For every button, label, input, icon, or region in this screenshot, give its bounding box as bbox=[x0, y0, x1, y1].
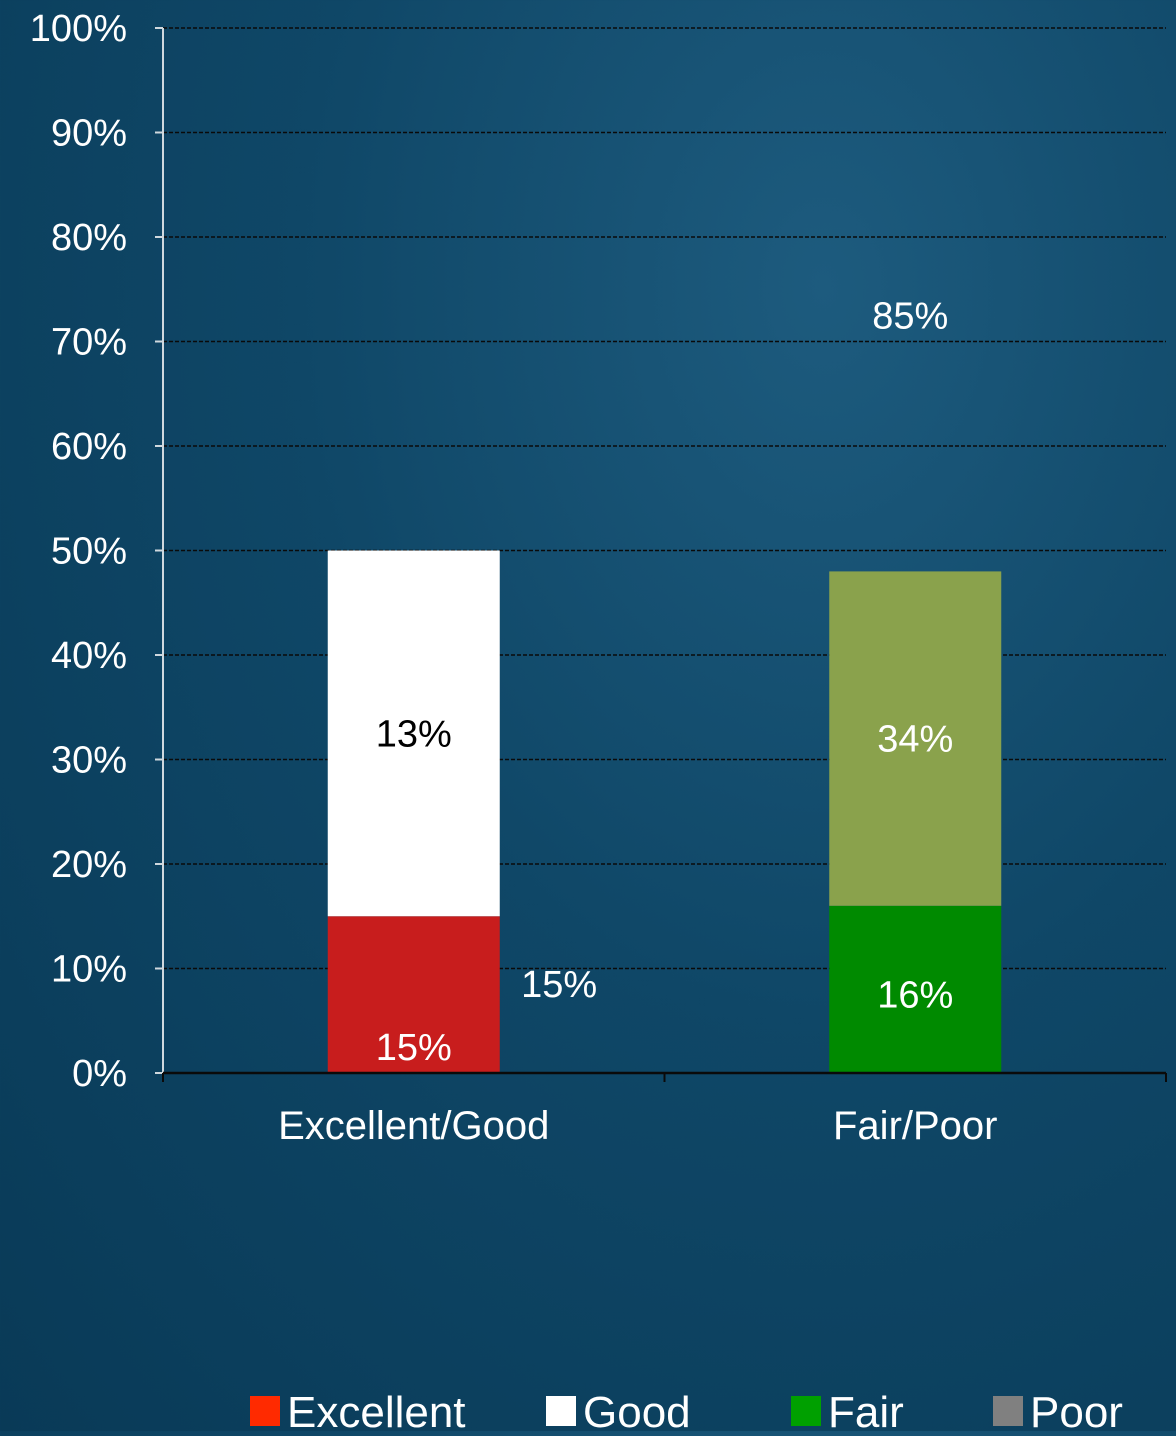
y-tick-label: 60% bbox=[51, 426, 127, 468]
x-category-label: Excellent/Good bbox=[278, 1104, 549, 1148]
y-tick-label: 10% bbox=[51, 949, 127, 991]
data-label: 13% bbox=[376, 713, 452, 755]
y-tick-label: 70% bbox=[51, 322, 127, 364]
y-tick-label: 100% bbox=[30, 8, 127, 50]
bars bbox=[327, 550, 1002, 1073]
legend-swatch-excellent bbox=[250, 1396, 280, 1426]
y-tick-label: 30% bbox=[51, 740, 127, 782]
data-labels: 15% 13% 15% 16% 34% 85% bbox=[376, 295, 954, 1069]
legend-swatch-poor bbox=[993, 1396, 1023, 1426]
y-tick-label: 90% bbox=[51, 113, 127, 155]
y-tick-label: 20% bbox=[51, 844, 127, 886]
data-label: 15% bbox=[376, 1027, 452, 1069]
data-label: 16% bbox=[877, 975, 953, 1017]
x-category-label: Fair/Poor bbox=[833, 1104, 998, 1148]
y-tick-label: 80% bbox=[51, 217, 127, 259]
legend-swatch-fair bbox=[791, 1396, 821, 1426]
axes: 0% 10% 20% 30% 40% 50% 60% 70% 80% 90% 100% Excelle… bbox=[30, 8, 1167, 1148]
bar-segment-poor bbox=[829, 571, 1002, 906]
y-tick-label: 0% bbox=[72, 1053, 127, 1095]
legend-label-poor: Poor bbox=[1030, 1388, 1123, 1431]
data-label: 34% bbox=[877, 719, 953, 761]
bar-segment-fair bbox=[829, 905, 1002, 1073]
legend-label-fair: Fair bbox=[828, 1388, 904, 1431]
legend-label-good: Good bbox=[583, 1388, 691, 1431]
bar-segment-good bbox=[327, 550, 500, 917]
legend-swatch-good bbox=[546, 1396, 576, 1426]
bar-segment-excellent bbox=[327, 916, 500, 1073]
gridlines bbox=[163, 27, 1166, 970]
y-tick-label: 40% bbox=[51, 635, 127, 677]
legend-label-excellent: Excellent bbox=[287, 1388, 466, 1431]
legend: Excellent Good Fair Poor bbox=[250, 1388, 1123, 1436]
data-label: 85% bbox=[872, 295, 948, 337]
data-label: 15% bbox=[521, 964, 597, 1006]
y-tick-label: 50% bbox=[51, 531, 127, 573]
